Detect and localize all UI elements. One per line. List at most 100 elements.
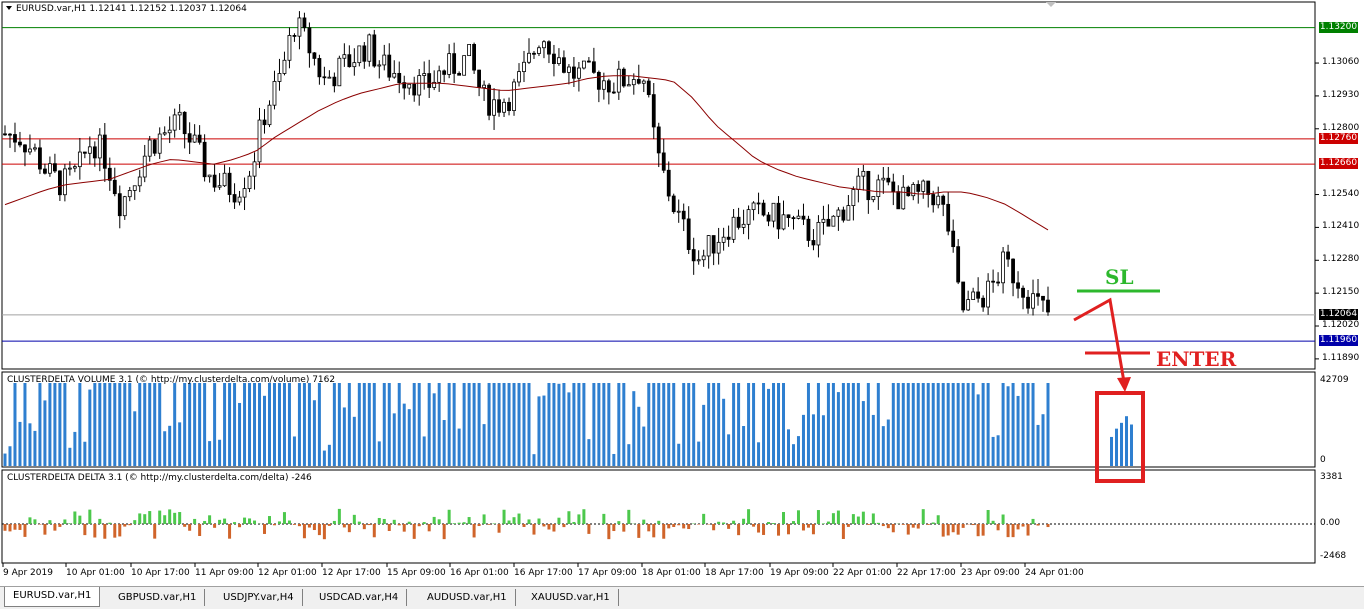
volume-bar — [123, 383, 126, 466]
delta-bar-negative — [478, 524, 481, 526]
volume-bar — [707, 383, 710, 466]
volume-bar — [662, 383, 665, 466]
time-axis-label: 23 Apr 09:00 — [961, 568, 1020, 579]
chart-tab[interactable]: XAUUSD.var,H1 — [523, 589, 619, 606]
candle-body — [263, 120, 266, 125]
chart-tab[interactable]: USDJPY.var,H4 — [215, 589, 303, 606]
delta-bar-positive — [28, 517, 31, 524]
candle-body — [802, 216, 805, 219]
volume-bar — [343, 407, 346, 466]
delta-bar-positive — [527, 519, 530, 524]
time-axis-label: 12 Apr 01:00 — [258, 568, 317, 579]
candle-body — [577, 68, 580, 78]
price-scale-label: 1.13060 — [1322, 57, 1359, 68]
delta-bar-negative — [343, 524, 346, 527]
volume-bar — [842, 383, 845, 466]
delta-bar-positive — [88, 510, 91, 524]
candle-body — [612, 92, 615, 93]
candle-body — [488, 85, 491, 115]
delta-bar-positive — [288, 520, 291, 524]
chart-tab[interactable]: GBPUSD.var,H1 — [110, 589, 205, 606]
candle-body — [797, 216, 800, 218]
volume-bar — [722, 399, 725, 466]
volume-bar — [552, 383, 555, 466]
candle-body — [787, 215, 790, 218]
volume-bar — [942, 383, 945, 466]
volume-bar — [273, 383, 276, 466]
chart-tab[interactable]: EURUSD.var,H1 — [4, 587, 100, 607]
delta-bar-negative — [972, 524, 975, 525]
volume-bar — [338, 383, 341, 466]
price-level-label: 1.12660 — [1319, 158, 1358, 169]
candle-body — [532, 53, 535, 54]
candle-body — [597, 72, 600, 89]
candle-body — [98, 135, 101, 158]
volume-bar — [408, 409, 411, 466]
delta-bar-positive — [852, 514, 855, 524]
volume-bar — [712, 383, 715, 466]
delta-bar-negative — [667, 524, 670, 528]
delta-bar-negative — [542, 524, 545, 526]
volume-bar — [927, 383, 930, 466]
delta-bar-negative — [23, 524, 26, 537]
candle-body — [557, 58, 560, 64]
volume-bar — [537, 396, 540, 466]
delta-bar-negative — [198, 524, 201, 536]
delta-bar-positive — [493, 523, 496, 524]
delta-bar-positive — [168, 509, 171, 524]
delta-bar-negative — [368, 524, 371, 525]
candle-body — [647, 81, 650, 95]
delta-bar-positive — [822, 523, 825, 524]
chart-tab[interactable]: USDCAD.var,H4 — [311, 589, 407, 606]
delta-bar-negative — [328, 524, 331, 526]
candle-body — [428, 74, 431, 88]
delta-bar-negative — [952, 524, 955, 532]
delta-bar-positive — [702, 514, 705, 524]
delta-bar-positive — [767, 522, 770, 524]
candle-body — [343, 55, 346, 59]
delta-bar-negative — [43, 524, 46, 535]
candle-body — [453, 54, 456, 74]
volume-bar — [13, 383, 16, 466]
candle-body — [952, 231, 955, 247]
delta-bar-negative — [313, 524, 316, 530]
candle-body — [667, 170, 670, 196]
price-level-label: 1.11960 — [1319, 335, 1358, 346]
volume-bar — [587, 439, 590, 466]
volume-bar — [997, 435, 1000, 466]
candle-body — [233, 195, 236, 203]
candle-body — [38, 148, 41, 169]
candle-body — [957, 247, 960, 282]
volume-bar — [53, 383, 56, 466]
delta-bar-positive — [408, 522, 411, 524]
delta-bar-positive — [987, 510, 990, 524]
volume-bar — [977, 394, 980, 466]
main-chart-header: EURUSD.var,H1 1.12141 1.12152 1.12037 1.… — [16, 4, 247, 15]
delta-bar-positive — [837, 511, 840, 524]
candle-body — [687, 219, 690, 250]
delta-bar-negative — [887, 524, 890, 528]
candle-body — [123, 197, 126, 216]
volume-bar — [213, 383, 216, 466]
delta-bar-negative — [1007, 524, 1010, 537]
delta-bar-positive — [567, 511, 570, 524]
chart-tab[interactable]: AUDUSD.var,H1 — [419, 589, 516, 606]
volume-bar — [652, 383, 655, 466]
candle-body — [218, 186, 221, 187]
volume-bar — [702, 405, 705, 466]
volume-bar — [682, 383, 685, 466]
volume-bar — [932, 383, 935, 466]
delta-bar-negative — [997, 524, 1000, 530]
candle-body — [118, 194, 121, 216]
volume-bar — [368, 383, 371, 466]
candle-body — [353, 63, 356, 67]
delta-bar-negative — [388, 524, 391, 531]
delta-bar-positive — [223, 519, 226, 524]
volume-bar — [547, 383, 550, 466]
candle-body — [413, 84, 416, 95]
candle-body — [657, 127, 660, 153]
volume-bar — [283, 383, 286, 466]
volume-bar — [63, 383, 66, 466]
